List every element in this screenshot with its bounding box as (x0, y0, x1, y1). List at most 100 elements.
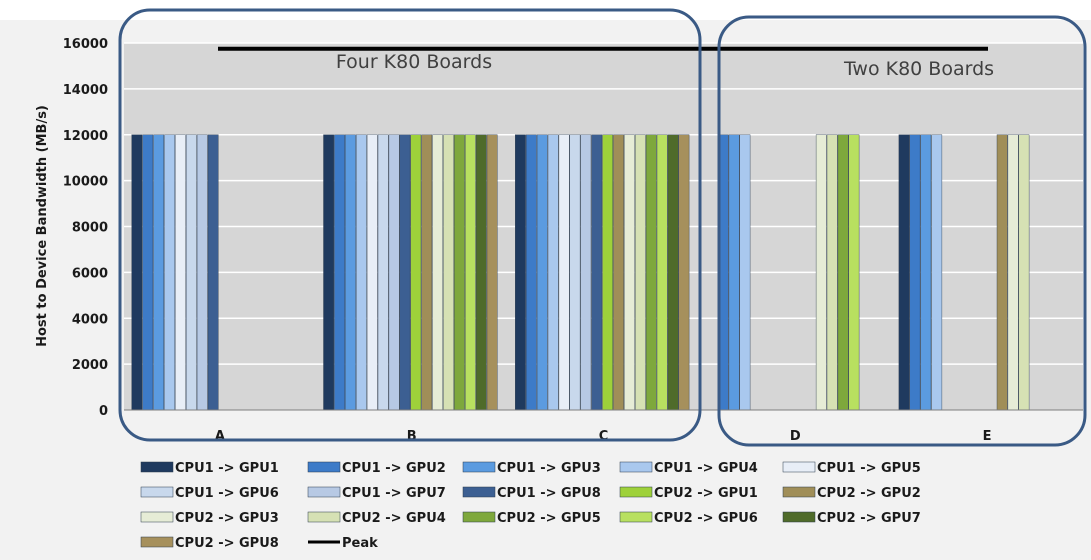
bar-b-3 (345, 134, 356, 411)
legend-swatch (462, 511, 496, 523)
bar-c-15 (667, 134, 679, 411)
bar-b-11 (432, 134, 444, 411)
bar-a-2 (142, 134, 154, 411)
bar-b-12 (443, 134, 454, 411)
y-axis-ticks: 0 2000 4000 6000 8000 10000 12000 14000 16000 (63, 37, 108, 419)
bar-c-10 (613, 134, 624, 411)
legend-swatch (619, 486, 653, 498)
legend-label: CPU2 -> GPU8 (175, 536, 279, 551)
legend-label: CPU2 -> GPU3 (175, 511, 279, 526)
legend-label: CPU2 -> GPU5 (497, 511, 601, 526)
x-tick-label: B (407, 429, 417, 444)
bar-d-13 (837, 134, 849, 411)
legend-label: CPU1 -> GPU6 (175, 486, 279, 501)
legend-swatch (619, 461, 653, 473)
legend-label: CPU1 -> GPU8 (497, 486, 601, 501)
legend-label: CPU1 -> GPU5 (817, 461, 921, 476)
x-tick-label: E (983, 429, 992, 444)
x-tick-label: A (215, 429, 225, 444)
legend-swatch (140, 486, 174, 498)
bar-e-3 (920, 134, 932, 411)
legend-label: CPU1 -> GPU7 (342, 486, 446, 501)
x-axis-ticks: A B C D E (215, 429, 992, 444)
bar-c-7 (580, 134, 592, 411)
bar-a-5 (175, 134, 186, 411)
legend-swatch (307, 461, 341, 473)
bar-d-11 (815, 134, 827, 411)
bar-a-3 (153, 134, 165, 411)
legend-swatch (782, 461, 816, 473)
bar-b-15 (475, 134, 487, 411)
legend-label: Peak (342, 536, 378, 551)
y-tick-label: 12000 (63, 129, 108, 144)
bar-c-13 (645, 134, 657, 411)
bar-b-4 (356, 134, 367, 411)
legend: CPU1 -> GPU1 CPU1 -> GPU2 CPU1 -> GPU3 CPU1… (140, 461, 921, 551)
bar-b-1 (323, 134, 335, 411)
bar-c-1 (515, 134, 526, 411)
bar-a-8 (207, 134, 219, 411)
bar-d-12 (826, 134, 838, 411)
bar-b-6 (377, 134, 389, 411)
bar-c-4 (547, 134, 559, 411)
legend-label: CPU2 -> GPU7 (817, 511, 921, 526)
bar-c-6 (569, 134, 581, 411)
legend-swatch (462, 486, 496, 498)
bar-a-4 (164, 134, 175, 411)
bar-c-16 (678, 134, 690, 411)
bar-c-11 (624, 134, 635, 411)
bar-c-3 (536, 134, 548, 411)
legend-swatch (782, 511, 816, 523)
bar-b-13 (454, 134, 465, 411)
bar-c-2 (526, 134, 537, 411)
legend-swatch (140, 511, 174, 523)
legend-swatch (140, 536, 174, 548)
legend-label: CPU1 -> GPU4 (654, 461, 758, 476)
bar-d-3 (728, 134, 740, 411)
y-tick-label: 2000 (72, 358, 108, 373)
bar-b-9 (410, 134, 422, 411)
four-boards-label: Four K80 Boards (336, 51, 492, 73)
legend-label: CPU1 -> GPU3 (497, 461, 601, 476)
bar-a-6 (185, 134, 197, 411)
bar-a-1 (131, 134, 143, 411)
legend-label: CPU1 -> GPU2 (342, 461, 446, 476)
x-tick-label: C (599, 429, 609, 444)
bar-b-16 (486, 134, 498, 411)
bar-e-1 (898, 134, 910, 411)
y-tick-label: 0 (99, 404, 108, 419)
bar-c-5 (558, 134, 570, 411)
legend-swatch (307, 486, 341, 498)
legend-label: CPU1 -> GPU1 (175, 461, 279, 476)
bar-e-4 (931, 134, 943, 411)
bar-b-5 (366, 134, 378, 411)
bar-c-9 (602, 134, 614, 411)
y-tick-label: 14000 (63, 83, 108, 98)
legend-swatch (307, 511, 341, 523)
y-tick-label: 6000 (72, 266, 108, 281)
legend-label: CPU2 -> GPU1 (654, 486, 758, 501)
legend-label: CPU2 -> GPU4 (342, 511, 446, 526)
y-tick-label: 16000 (63, 37, 108, 52)
legend-label: CPU2 -> GPU2 (817, 486, 921, 501)
bar-e-10 (996, 134, 1008, 411)
bar-a-7 (196, 134, 208, 411)
y-axis-label: Host to Device Bandwidth (MB/s) (35, 105, 50, 347)
y-tick-label: 8000 (72, 221, 108, 236)
y-tick-label: 10000 (63, 175, 108, 190)
bar-c-8 (591, 134, 603, 411)
bar-e-12 (1018, 134, 1030, 411)
bar-b-14 (465, 134, 476, 411)
bars (131, 134, 1030, 411)
bar-d-14 (848, 134, 860, 411)
bar-b-2 (334, 134, 345, 411)
two-boards-label: Two K80 Boards (843, 58, 994, 80)
legend-swatch (619, 511, 653, 523)
bar-c-14 (656, 134, 668, 411)
bar-b-7 (388, 134, 400, 411)
two-boards-outline (717, 15, 1087, 447)
legend-swatch (462, 461, 496, 473)
y-tick-label: 4000 (72, 312, 108, 327)
bar-e-2 (909, 134, 921, 411)
